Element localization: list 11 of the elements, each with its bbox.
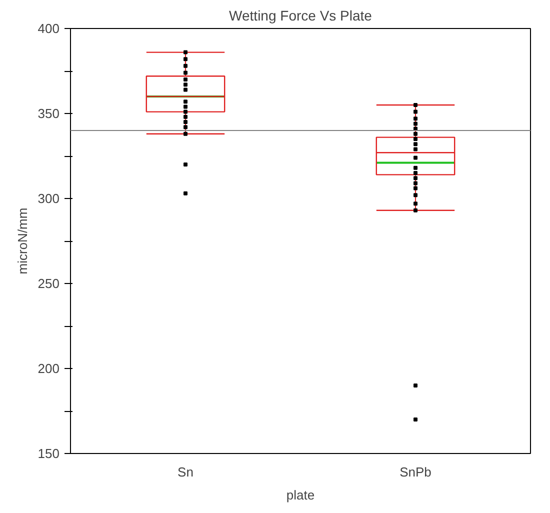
y-tick-label: 150 bbox=[38, 446, 60, 461]
y-tick-label: 400 bbox=[38, 21, 60, 36]
y-tick-label: 300 bbox=[38, 191, 60, 206]
x-axis-title: plate bbox=[286, 488, 315, 502]
y-tick-label: 350 bbox=[38, 106, 60, 121]
x-tick-label: SnPb bbox=[400, 464, 432, 480]
chart-title: Wetting Force Vs Plate bbox=[229, 8, 372, 24]
y-tick-label: 200 bbox=[38, 361, 60, 376]
y-tick-label: 250 bbox=[38, 276, 60, 291]
y-axis-title: microN/mm bbox=[14, 208, 30, 274]
x-tick-label: Sn bbox=[178, 464, 194, 480]
